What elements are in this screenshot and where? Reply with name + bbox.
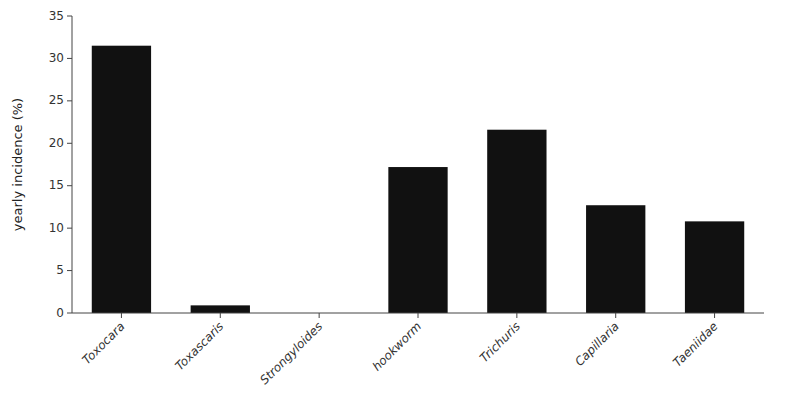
x-tick: [714, 313, 715, 318]
y-axis-title: yearly incidence (%): [10, 98, 25, 231]
y-axis: 0 5 10 15 20 25 30 35: [49, 9, 72, 320]
y-tick: [67, 185, 72, 186]
x-tick: [418, 313, 419, 318]
bar: [685, 221, 744, 313]
y-tick-label: 0: [56, 306, 64, 320]
y-tick-label: 25: [49, 93, 64, 107]
x-axis: Toxocara Toxascaris Strongyloides hookworm T…: [72, 313, 764, 387]
y-tick: [67, 58, 72, 59]
x-tick: [615, 313, 616, 318]
chart-container: 0 5 10 15 20 25 30 35 yearly incidence (%) Toxoca…: [0, 0, 788, 417]
x-tick: [121, 313, 122, 318]
y-tick: [67, 16, 72, 17]
y-tick-label: 5: [56, 263, 64, 277]
chart: 0 5 10 15 20 25 30 35 yearly incidence (%) Toxoca…: [0, 0, 788, 417]
x-tick-label: Strongyloides: [257, 319, 325, 387]
y-tick-label: 10: [49, 221, 64, 235]
x-tick-label: Trichuris: [477, 319, 523, 365]
bar: [487, 130, 546, 313]
x-tick-label: Capillaria: [572, 319, 622, 369]
y-tick-label: 15: [49, 178, 64, 192]
x-tick: [220, 313, 221, 318]
y-tick: [67, 270, 72, 271]
y-axis-line: [72, 16, 73, 313]
x-tick-label: Taeniidae: [670, 319, 721, 370]
y-tick-label: 20: [49, 136, 64, 150]
bar: [388, 167, 447, 313]
x-tick: [516, 313, 517, 318]
x-tick: [319, 313, 320, 318]
bar: [586, 205, 645, 313]
bars: [92, 46, 744, 313]
y-tick: [67, 100, 72, 101]
y-tick: [67, 228, 72, 229]
x-tick-label: hookworm: [370, 319, 424, 373]
bar: [92, 46, 151, 313]
y-tick-label: 30: [49, 51, 64, 65]
x-tick-label: Toxocara: [80, 319, 128, 367]
x-tick-label: Toxascaris: [172, 319, 226, 373]
y-tick-label: 35: [49, 9, 64, 23]
y-tick: [67, 313, 72, 314]
y-tick: [67, 143, 72, 144]
bar: [191, 305, 250, 313]
